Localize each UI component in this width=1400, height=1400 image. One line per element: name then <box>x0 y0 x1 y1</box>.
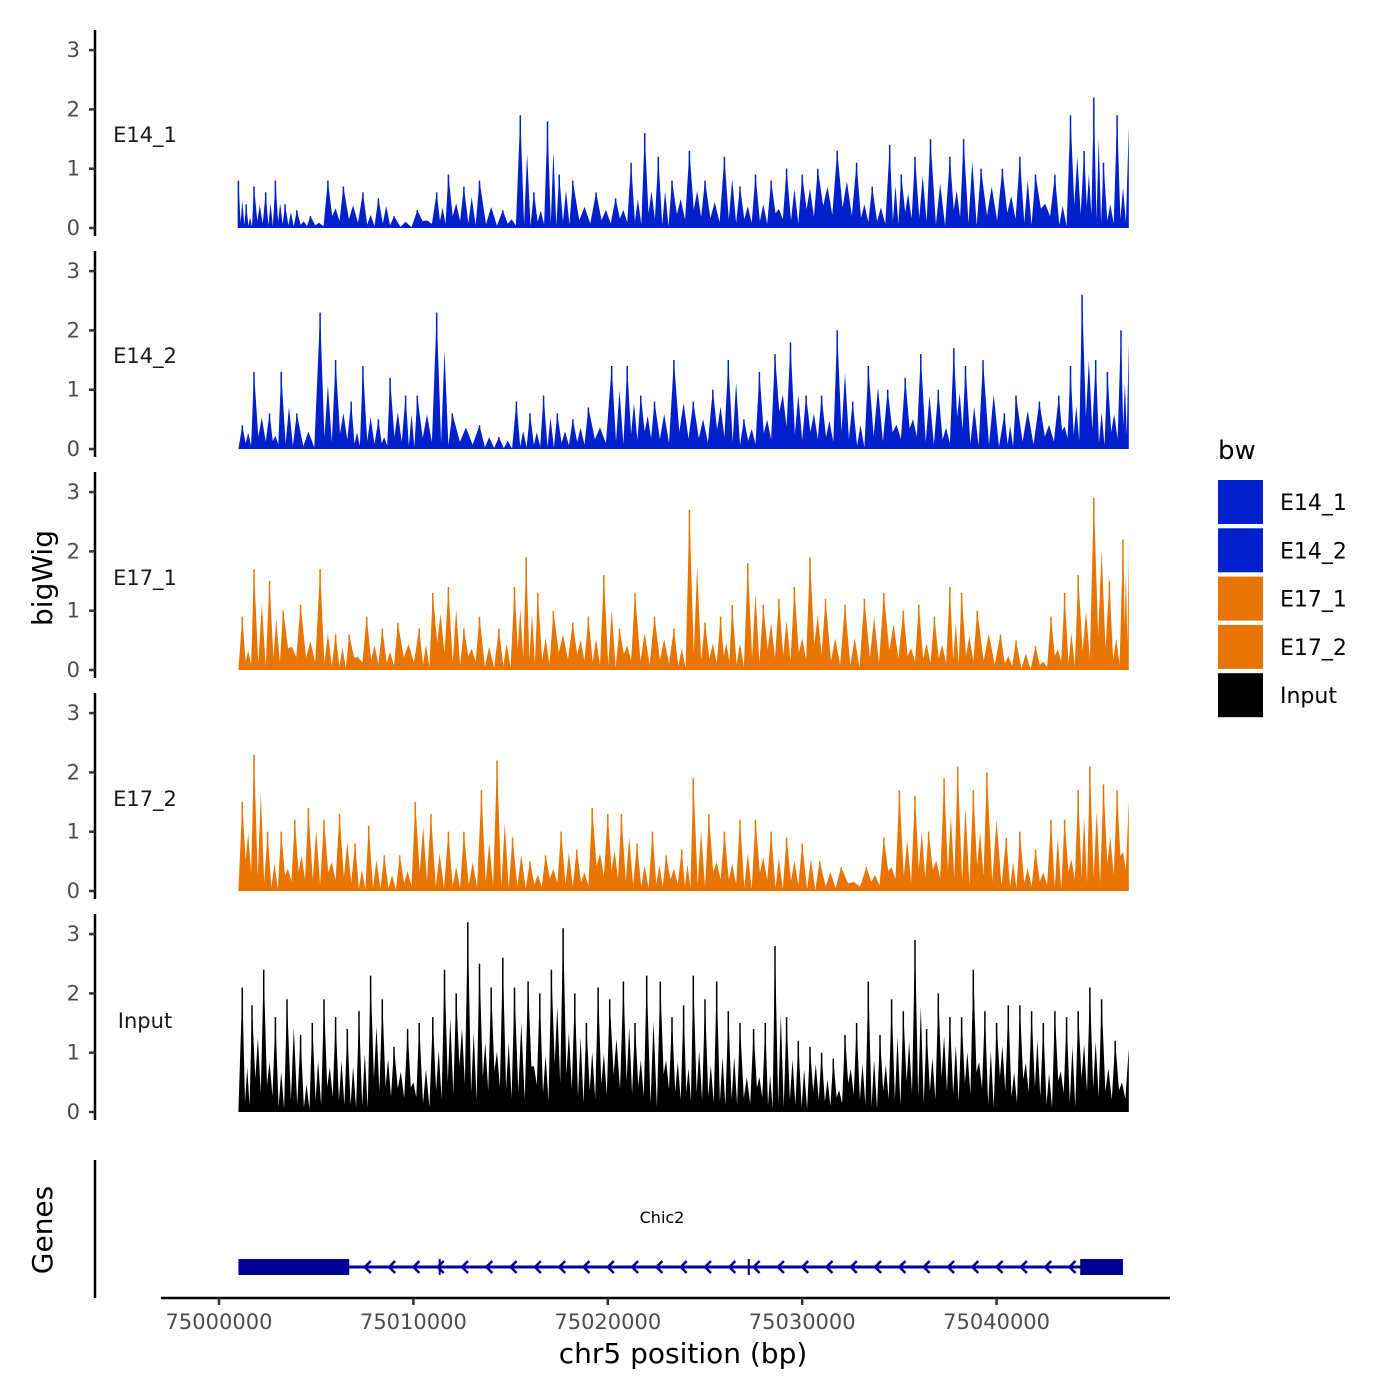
legend-label: E17_1 <box>1280 588 1347 613</box>
strand-arrow <box>606 1260 615 1274</box>
y-tick-label: 2 <box>67 539 80 563</box>
y-tick-label: 2 <box>67 97 80 121</box>
strand-arrow <box>581 1260 591 1274</box>
track-e17-1: 0 1 2 3 E17_1 <box>67 472 1129 682</box>
strand-arrow <box>849 1260 858 1274</box>
track-input: 0 1 2 3 Input <box>67 914 1129 1124</box>
y-tick-label: 3 <box>67 922 80 946</box>
y-tick-label: 0 <box>67 216 80 240</box>
strand-arrow <box>751 1260 761 1274</box>
track-label: E14_1 <box>113 123 177 148</box>
coverage-area <box>238 294 1129 449</box>
y-tick-label: 0 <box>67 658 80 682</box>
strand-arrow <box>1043 1260 1053 1274</box>
strand-arrow <box>557 1260 567 1274</box>
legend-label: E14_1 <box>1280 491 1347 516</box>
y-tick-label: 1 <box>67 378 80 402</box>
strand-arrow <box>484 1260 494 1274</box>
strand-arrow <box>776 1260 785 1274</box>
y-tick-label: 1 <box>67 1041 80 1065</box>
y-tick-label: 3 <box>67 38 80 62</box>
x-axis-title: chr5 position (bp) <box>559 1337 808 1370</box>
legend-label: E14_2 <box>1280 539 1347 564</box>
strand-arrow <box>727 1260 737 1274</box>
strand-arrow <box>824 1260 834 1274</box>
y-tick-label: 3 <box>67 259 80 283</box>
x-tick-label: 75020000 <box>554 1310 661 1334</box>
y-axis-title: bigWig <box>26 530 59 626</box>
strand-arrow <box>508 1260 518 1274</box>
x-tick-label: 75030000 <box>749 1310 856 1334</box>
strand-arrow <box>678 1260 688 1274</box>
strand-arrow <box>435 1260 445 1274</box>
strand-arrow <box>411 1260 421 1274</box>
strand-arrow <box>994 1260 1004 1274</box>
strand-arrow <box>921 1260 931 1274</box>
y-tick-label: 3 <box>67 480 80 504</box>
strand-arrow <box>1019 1260 1028 1274</box>
strand-arrow <box>946 1260 955 1274</box>
gene-track: Chic2 <box>93 1160 1123 1298</box>
y-tick-label: 1 <box>67 820 80 844</box>
y-tick-label: 0 <box>67 437 80 461</box>
strand-arrow <box>630 1260 639 1274</box>
legend-swatch <box>1218 480 1263 524</box>
strand-arrow <box>970 1260 980 1274</box>
gene-exon <box>1080 1259 1123 1275</box>
x-tick-label: 75040000 <box>943 1310 1050 1334</box>
track-e14-2: 0 1 2 3 E14_2 <box>67 251 1129 461</box>
legend: bw E14_1 E14_2 E17_1 E17_2 Input <box>1218 436 1347 718</box>
strand-arrow <box>460 1260 469 1274</box>
y-tick-label: 2 <box>67 981 80 1005</box>
track-label: E17_1 <box>113 566 177 591</box>
strand-arrow <box>897 1260 907 1274</box>
track-label: E17_2 <box>113 787 177 812</box>
x-tick-label: 75000000 <box>166 1310 273 1334</box>
y-tick-label: 0 <box>67 879 80 903</box>
y-tick-label: 1 <box>67 599 80 623</box>
gene-exon <box>238 1259 350 1275</box>
legend-swatch <box>1218 576 1263 621</box>
track-e14-1: 0 1 2 3 E14_1 <box>67 30 1129 240</box>
track-label: Input <box>118 1009 172 1033</box>
strand-arrow <box>873 1260 882 1274</box>
legend-swatch <box>1218 528 1263 573</box>
gene-exon <box>438 1259 441 1275</box>
strand-arrow <box>533 1260 542 1274</box>
y-tick-label: 1 <box>67 157 80 181</box>
gene-track-label: Genes <box>26 1186 59 1274</box>
x-tick-label: 75010000 <box>360 1310 467 1334</box>
strand-arrow <box>703 1260 712 1274</box>
strand-arrow <box>363 1260 372 1274</box>
strand-arrow <box>654 1260 664 1274</box>
legend-title: bw <box>1218 436 1256 466</box>
track-e17-2: 0 1 2 3 E17_2 <box>67 693 1129 903</box>
y-tick-label: 2 <box>67 318 80 342</box>
y-tick-label: 0 <box>67 1100 80 1124</box>
coverage-area <box>238 754 1129 891</box>
legend-swatch <box>1218 673 1263 718</box>
legend-label: E17_2 <box>1280 636 1347 661</box>
coverage-area <box>238 498 1129 670</box>
strand-arrow <box>387 1260 396 1274</box>
legend-label: Input <box>1280 684 1337 709</box>
bigwig-tracks: 0 1 2 3 E14_1 0 1 2 3 E14_2 0 1 2 3 E17_1 0 1 2 3 E17_2 0 1 2 3… <box>67 30 1129 1124</box>
strand-arrow <box>1067 1260 1077 1274</box>
gene-exon <box>747 1259 750 1275</box>
track-label: E14_2 <box>113 344 177 369</box>
y-tick-label: 2 <box>67 760 80 784</box>
strand-arrow <box>800 1260 810 1274</box>
x-axis: 75000000 75010000 75020000 75030000 75040000 <box>161 1296 1170 1334</box>
legend-swatch <box>1218 624 1263 669</box>
gene-name: Chic2 <box>640 1208 685 1227</box>
y-tick-label: 3 <box>67 701 80 725</box>
